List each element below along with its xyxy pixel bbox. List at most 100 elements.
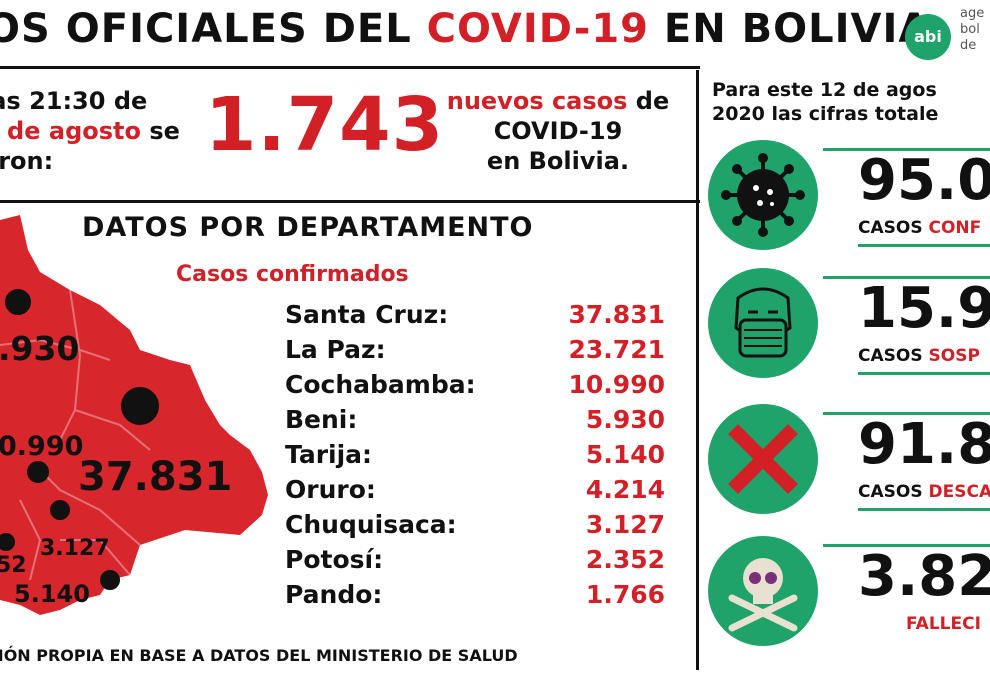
divider — [0, 200, 700, 203]
stat-label: CASOS SOSP — [858, 346, 980, 366]
stat-label-pre: CASOS — [858, 218, 929, 238]
stat-icon-circle — [708, 140, 818, 250]
stat-confirmed: 95.0 CASOS CONF — [708, 140, 990, 256]
stat-deaths: 3.82 FALLECI — [708, 536, 990, 652]
stat-number: 3.82 — [858, 544, 990, 609]
skull-icon — [728, 558, 798, 632]
map-label-chuquisaca: 3.127 — [40, 536, 110, 561]
table-row: Tarija: 5.140 — [285, 440, 665, 475]
dept-value: 23.721 — [568, 335, 665, 364]
title-highlight: COVID-19 — [426, 6, 649, 52]
map-label-cochabamba: 0.990 — [0, 431, 83, 462]
stat-line — [823, 544, 990, 547]
stat-label-red: DESCA — [928, 482, 990, 502]
intro-date: 2 de agosto — [0, 117, 141, 145]
map-label-santa-cruz: 37.831 — [78, 454, 232, 500]
stat-discarded: 91.8 CASOS DESCA — [708, 404, 990, 520]
dept-value: 5.140 — [585, 440, 665, 469]
bolivia-map: .930 0.990 37.831 3.127 52 5.140 — [0, 215, 268, 615]
intro-line: 2 de agosto se — [0, 116, 202, 146]
table-row: La Paz: 23.721 — [285, 335, 665, 370]
stat-label: CASOS CONF — [858, 218, 981, 238]
stat-line — [858, 508, 990, 511]
virus-icon — [0, 289, 159, 590]
departments-subtitle: Casos confirmados — [176, 262, 409, 287]
table-row: Chuquisaca: 3.127 — [285, 510, 665, 545]
vertical-divider — [696, 70, 699, 670]
table-row: Oruro: 4.214 — [285, 475, 665, 510]
dept-name: Santa Cruz: — [285, 300, 449, 329]
departments-table: Santa Cruz: 37.831 La Paz: 23.721 Cochabam… — [285, 300, 665, 615]
stat-line — [823, 148, 990, 151]
mask-icon — [734, 287, 792, 358]
title-part-end: EN BOLIVIA — [648, 6, 931, 52]
stat-number: 15.9 — [858, 276, 990, 341]
dept-name: Pando: — [285, 580, 383, 609]
intro-right-text: nuevos casos de COVID-19 en Bolivia. — [430, 86, 686, 176]
stat-icon-circle — [708, 268, 818, 378]
dept-name: La Paz: — [285, 335, 386, 364]
table-row: Potosí: 2.352 — [285, 545, 665, 580]
page-title: OS OFICIALES DEL COVID-19 EN BOLIVIA — [0, 6, 930, 52]
logo-line: age — [960, 6, 985, 21]
totals-heading-line: 2020 las cifras totale — [712, 103, 939, 125]
dept-value: 37.831 — [568, 300, 665, 329]
new-cases-number: 1.743 — [205, 82, 445, 168]
intro-right-line: en Bolivia. — [486, 147, 630, 175]
intro-line: aron: — [0, 147, 54, 175]
stat-suspected: 15.9 CASOS SOSP — [708, 268, 990, 384]
stat-label: CASOS DESCA — [858, 482, 990, 502]
stat-label-pre: CASOS — [858, 346, 929, 366]
stat-line — [858, 244, 990, 247]
divider — [0, 66, 700, 69]
intro-rest: se — [140, 117, 180, 145]
intro-text: las 21:30 de 2 de agosto se aron: — [0, 86, 202, 176]
dept-name: Chuquisaca: — [285, 510, 457, 539]
map-border — [0, 289, 151, 581]
dept-name: Tarija: — [285, 440, 373, 469]
title-part: OS OFICIALES DEL — [0, 6, 427, 52]
stat-icon-circle — [708, 404, 818, 514]
stat-label-red: SOSP — [928, 346, 980, 366]
stat-line — [823, 276, 990, 279]
stat-number: 91.8 — [858, 412, 990, 477]
source-footer: CIÓN PROPIA EN BASE A DATOS DEL MINISTER… — [0, 646, 518, 665]
logo-text: age bol de — [960, 6, 984, 54]
stat-icon-circle — [708, 536, 818, 646]
dept-name: Potosí: — [285, 545, 384, 574]
table-row: Santa Cruz: 37.831 — [285, 300, 665, 335]
stat-label-pre: CASOS — [858, 482, 929, 502]
intro-line: las 21:30 de — [0, 87, 148, 115]
header: OS OFICIALES DEL COVID-19 EN BOLIVIA abi… — [0, 0, 990, 62]
new-cases-label: nuevos casos — [446, 87, 628, 115]
dept-value: 5.930 — [585, 405, 665, 434]
table-row: Cochabamba: 10.990 — [285, 370, 665, 405]
stat-line — [858, 372, 990, 375]
dept-value: 2.352 — [585, 545, 665, 574]
totals-heading-line: Para este 12 de agos — [712, 79, 937, 101]
stat-label: FALLECI — [906, 614, 981, 634]
logo-line: de — [960, 38, 977, 53]
logo-line: bol — [960, 22, 980, 37]
table-row: Beni: 5.930 — [285, 405, 665, 440]
intro-right-line: COVID-19 — [493, 117, 623, 145]
dept-value: 10.990 — [568, 370, 665, 399]
dept-name: Beni: — [285, 405, 358, 434]
stat-label-red: CONF — [928, 218, 982, 238]
stat-number: 95.0 — [858, 148, 990, 213]
stat-line — [823, 412, 990, 415]
abi-logo: abi — [905, 14, 951, 60]
dept-name: Cochabamba: — [285, 370, 476, 399]
dept-value: 4.214 — [585, 475, 665, 504]
virus-icon — [721, 153, 805, 237]
map-label-tarija: 5.140 — [14, 580, 90, 608]
departments-title: DATOS POR DEPARTAMENTO — [82, 212, 534, 243]
dept-value: 3.127 — [585, 510, 665, 539]
map-label-potosi: 52 — [0, 553, 27, 578]
stat-label-red: FALLECI — [906, 614, 981, 634]
intro-right-line: nuevos casos de — [430, 86, 686, 116]
dept-value: 1.766 — [585, 580, 665, 609]
totals-heading: Para este 12 de agos 2020 las cifras tot… — [712, 78, 938, 126]
map-label-beni: .930 — [0, 329, 79, 368]
table-row: Pando: 1.766 — [285, 580, 665, 615]
